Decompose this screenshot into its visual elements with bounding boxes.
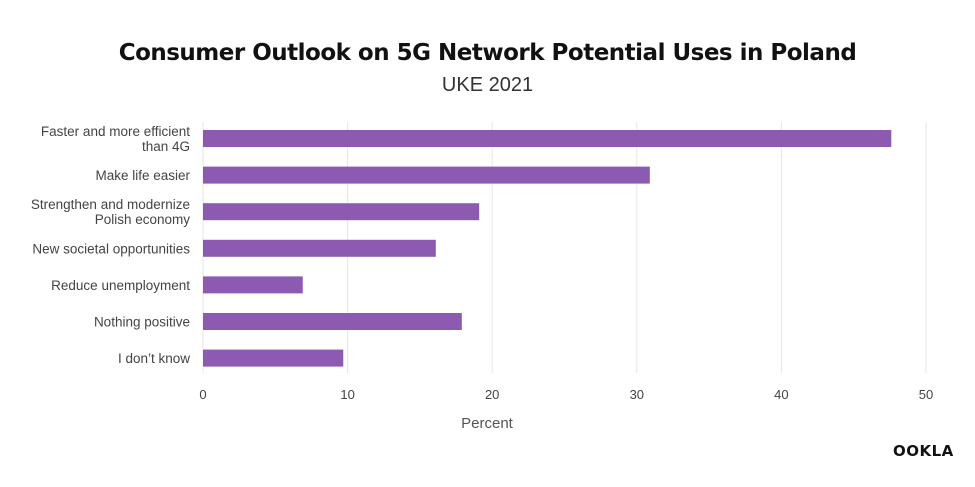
category-labels: Faster and more efficient than 4G Make lif…	[31, 124, 191, 366]
category-label-line: Make life easier	[95, 168, 190, 183]
category-label-line: Reduce unemployment	[51, 278, 190, 293]
category-label: New societal opportunities	[32, 241, 190, 256]
category-label-line: I don’t know	[118, 351, 190, 366]
bar	[203, 130, 892, 147]
x-axis-title: Percent	[461, 415, 514, 432]
x-tick-label: 20	[485, 387, 499, 402]
bars	[203, 130, 892, 367]
x-tick-label: 10	[340, 387, 354, 402]
category-label: Faster and more efficient than 4G	[41, 124, 190, 154]
x-tick-label: 0	[199, 387, 206, 402]
category-label: Reduce unemployment	[51, 278, 190, 293]
category-label: I don’t know	[118, 351, 190, 366]
chart-subtitle: UKE 2021	[441, 74, 534, 96]
x-tick-label: 30	[630, 387, 644, 402]
bar	[203, 239, 436, 257]
x-tick-labels: 0 10 20 30 40 50	[199, 387, 933, 402]
category-label-line: Polish economy	[95, 212, 191, 227]
chart-title: Consumer Outlook on 5G Network Potential…	[118, 40, 857, 66]
category-label-line: Strengthen and modernize	[31, 197, 190, 212]
bar	[203, 349, 344, 367]
bar	[203, 166, 650, 184]
category-label-line: Nothing positive	[94, 315, 190, 330]
x-tick-label: 50	[919, 387, 933, 402]
bar	[203, 203, 480, 221]
bar	[203, 276, 303, 294]
category-label-line: Faster and more efficient	[41, 124, 190, 139]
category-label: Nothing positive	[94, 315, 190, 330]
category-label-line: than 4G	[142, 139, 190, 154]
bar	[203, 313, 462, 330]
ookla-logo: OOKLA	[893, 442, 954, 460]
x-tick-label: 40	[774, 387, 788, 402]
category-label: Strengthen and modernize Polish economy	[31, 197, 190, 227]
category-label-line: New societal opportunities	[32, 241, 190, 256]
category-label: Make life easier	[95, 168, 190, 183]
